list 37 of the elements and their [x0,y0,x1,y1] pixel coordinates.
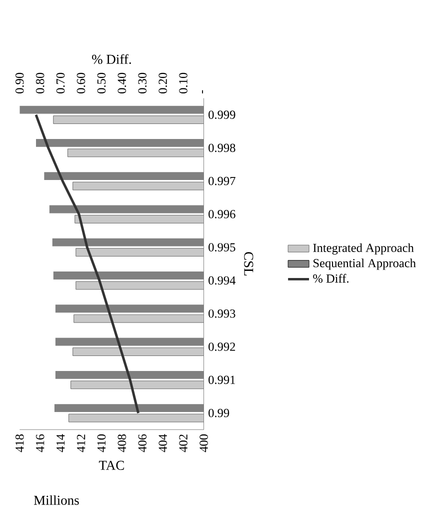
y-tick-label: 0.997 [208,176,236,186]
legend-label: % Diff. [313,274,349,283]
y-tick-label: 0.994 [208,276,236,285]
x2-tick-label: 0.90 [16,72,24,94]
x-tick-label: 416 [36,434,44,452]
y-axis-title: CSL [244,252,254,276]
y-tick-label: 0.99 [208,408,230,418]
text: Millions [34,495,79,505]
legend-label: Integrated Approach [313,243,414,255]
x-tick-label: 412 [77,434,86,452]
x2-tick-label: 0.20 [158,72,168,94]
x2-tick-label: 0.30 [138,72,147,94]
x-axis-title: TAC [99,460,124,470]
x2-tick-label: 0.40 [118,72,126,94]
x-tick-label: 408 [118,434,126,452]
y-tick-label: 0.991 [208,376,236,384]
x2-tick-label: 0.60 [76,72,86,94]
x-tick-label: 400 [200,434,208,452]
x-tick-label: 410 [97,434,106,452]
x-tick-label: 404 [158,434,168,452]
y-tick-label: 0.998 [208,144,236,152]
x-tick-label: 414 [56,434,65,452]
x2-axis-title: % Diff. [92,54,132,64]
x2-tick-label: 0.70 [56,72,65,94]
x2-tick-label: 0.10 [179,72,188,94]
x-tick-label: 402 [179,434,188,452]
x-tick-label: 418 [16,434,24,452]
x2-tick-label: - [202,90,204,94]
y-tick-label: 0.996 [208,210,236,218]
x-tick-label: 406 [138,434,147,452]
legend-label: Sequential Approach [314,258,416,270]
y-tick-label: 0.992 [208,342,236,351]
x2-tick-label: 0.50 [97,72,106,94]
y-tick-label: 0.995 [208,243,236,252]
x2-tick-label: 0.80 [36,72,44,94]
y-tick-label: 0.999 [208,110,236,119]
y-tick-label: 0.993 [208,309,236,318]
